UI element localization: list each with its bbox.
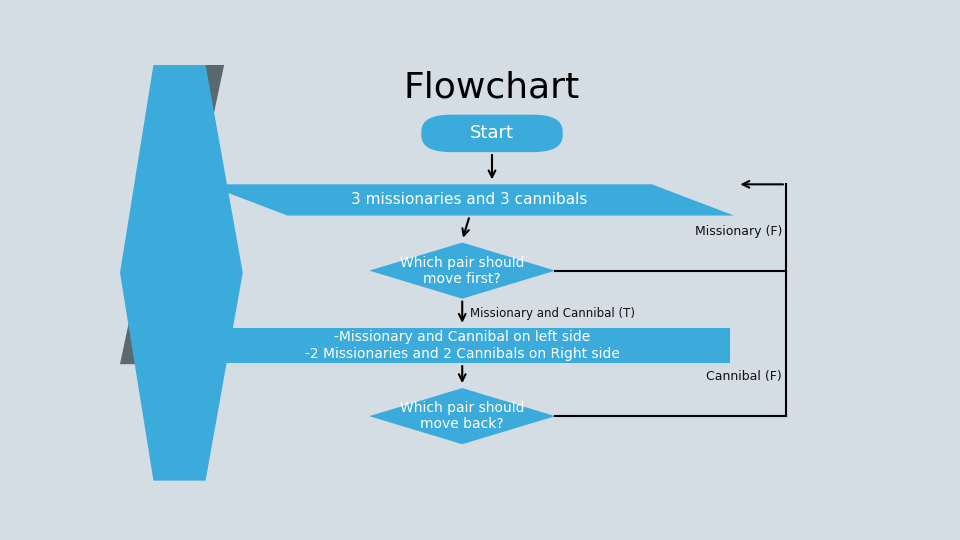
Polygon shape [370,388,555,444]
Polygon shape [120,65,225,364]
Text: Flowchart: Flowchart [404,71,580,105]
FancyBboxPatch shape [421,114,563,152]
Text: Start: Start [470,124,514,143]
Text: Missionary and Cannibal (T): Missionary and Cannibal (T) [469,307,635,320]
Text: -Missionary and Cannibal on left side
-2 Missionaries and 2 Cannibals on Right s: -Missionary and Cannibal on left side -2… [305,330,619,361]
Bar [195,328,730,363]
Text: Cannibal (F): Cannibal (F) [707,370,782,383]
Text: Which pair should
move back?: Which pair should move back? [400,401,524,431]
Text: Which pair should
move first?: Which pair should move first? [400,255,524,286]
Text: Missionary (F): Missionary (F) [695,225,782,238]
Polygon shape [205,184,733,215]
Polygon shape [120,65,243,481]
Text: 3 missionaries and 3 cannibals: 3 missionaries and 3 cannibals [351,192,588,207]
Polygon shape [370,242,555,299]
